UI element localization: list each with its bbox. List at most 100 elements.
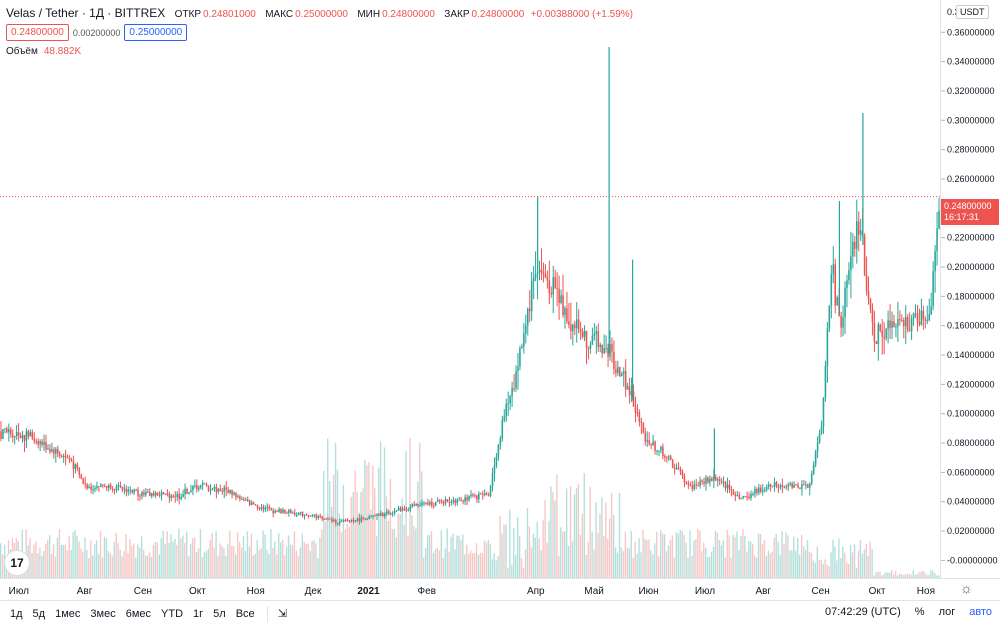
candle-body: [932, 271, 934, 307]
candle-body: [791, 483, 793, 488]
volume-bar: [74, 530, 76, 578]
candle-body: [922, 310, 925, 320]
volume-bar: [462, 534, 464, 578]
candle-body: [746, 496, 748, 498]
candle-body: [887, 320, 889, 329]
volume-bar: [630, 530, 632, 578]
candle-body: [190, 490, 192, 493]
volume-bar: [119, 549, 121, 578]
open-value: 0.24801000: [203, 9, 256, 20]
volume-bar: [669, 539, 672, 578]
volume-bar: [769, 553, 771, 578]
volume-bar: [900, 574, 903, 578]
volume-bar: [836, 560, 838, 578]
candle-body: [885, 328, 887, 339]
auto-toggle[interactable]: авто: [969, 606, 992, 618]
volume-bar: [710, 551, 713, 578]
volume-bar: [857, 550, 860, 578]
range-button[interactable]: 1мес: [55, 607, 81, 620]
candle-body: [902, 320, 905, 327]
candle-body: [834, 264, 837, 306]
volume-bar: [861, 553, 864, 578]
candle-body: [505, 404, 508, 417]
candle-body: [507, 403, 509, 405]
volume-bar: [475, 543, 478, 578]
candle-body: [619, 367, 621, 377]
price-chart[interactable]: [0, 0, 940, 578]
candle-body: [525, 325, 527, 334]
candle-body: [35, 441, 38, 443]
x-tick-label: Ноя: [247, 586, 265, 597]
volume-bar: [761, 544, 764, 578]
volume-bar: [385, 496, 388, 578]
date-range-icon[interactable]: ⇲: [277, 608, 287, 620]
range-button[interactable]: 6мес: [125, 607, 152, 620]
range-button[interactable]: Все: [235, 607, 255, 620]
volume-bar: [777, 541, 779, 578]
range-button[interactable]: 5д: [32, 607, 46, 620]
volume-bar: [867, 555, 869, 578]
candle-body: [217, 488, 220, 492]
range-button[interactable]: 5л: [213, 607, 226, 620]
volume-bar: [787, 535, 789, 578]
volume-bar: [436, 547, 439, 578]
candle-body: [47, 448, 49, 450]
range-button[interactable]: YTD: [161, 607, 184, 620]
volume-bar: [56, 537, 59, 578]
bid-button[interactable]: 0.24800000: [6, 24, 69, 41]
price-axis[interactable]: 0.36000000 0.34000000 0.32000000 0.30000000…: [940, 0, 1000, 578]
range-button[interactable]: 1д: [10, 607, 23, 620]
x-tick-label: Апр: [527, 586, 545, 597]
candle-body: [805, 484, 807, 486]
candle-body: [241, 498, 243, 500]
x-tick-label: Ноя: [917, 586, 935, 597]
candle-body: [724, 482, 727, 489]
volume-bar: [634, 541, 636, 578]
volume-bar: [377, 467, 380, 578]
candle-body: [597, 331, 600, 347]
ask-button[interactable]: 0.25000000: [124, 24, 188, 41]
volume-bar: [575, 487, 578, 578]
high-value: 0.25000000: [295, 9, 348, 20]
clock-time[interactable]: 07:42:29 (UTC): [824, 606, 901, 618]
volume-bar: [270, 529, 272, 578]
log-toggle[interactable]: лог: [938, 606, 956, 618]
percent-toggle[interactable]: %: [914, 606, 925, 618]
time-axis[interactable]: Июл Авг Сен Окт Ноя Дек 2021 Фев Апр Май Июн Июл Авг…: [0, 578, 1000, 601]
candle-body: [385, 511, 388, 514]
volume-bar: [280, 542, 282, 578]
tradingview-logo-icon[interactable]: 17: [4, 550, 30, 576]
volume-bar: [264, 534, 266, 578]
candle-body: [340, 520, 343, 522]
x-tick-label: Сен: [134, 586, 152, 597]
range-button[interactable]: 1г: [193, 607, 204, 620]
candle-body: [405, 508, 408, 510]
volume-bar: [348, 526, 350, 578]
candle-body: [378, 513, 380, 516]
symbol-legend: Velas / Tether · 1Д · BITTREX ОТКР 0.2480…: [6, 6, 633, 20]
candle-body: [624, 371, 627, 390]
currency-badge[interactable]: USDT: [956, 5, 989, 19]
candle-body: [254, 504, 257, 506]
volume-bar: [706, 557, 709, 578]
candle-body: [239, 496, 241, 499]
candle-body: [601, 344, 603, 354]
candle-body: [836, 297, 838, 306]
range-button[interactable]: 3мес: [90, 607, 116, 620]
settings-gear-icon[interactable]: ☼: [960, 580, 973, 596]
candle-body: [617, 367, 619, 374]
volume-bar: [415, 528, 417, 578]
candle-body: [826, 328, 829, 366]
low-value: 0.24800000: [382, 9, 435, 20]
candle-body: [879, 324, 882, 331]
candle-body: [781, 485, 784, 487]
candle-body: [436, 500, 439, 502]
candle-body: [538, 269, 541, 273]
candle-body: [395, 510, 398, 512]
candle-body: [636, 412, 639, 414]
volume-bar: [319, 537, 321, 578]
symbol-title[interactable]: Velas / Tether · 1Д · BITTREX: [6, 6, 166, 20]
candle-body: [335, 519, 337, 524]
candle-body: [333, 519, 335, 522]
volume-bar: [771, 551, 773, 578]
